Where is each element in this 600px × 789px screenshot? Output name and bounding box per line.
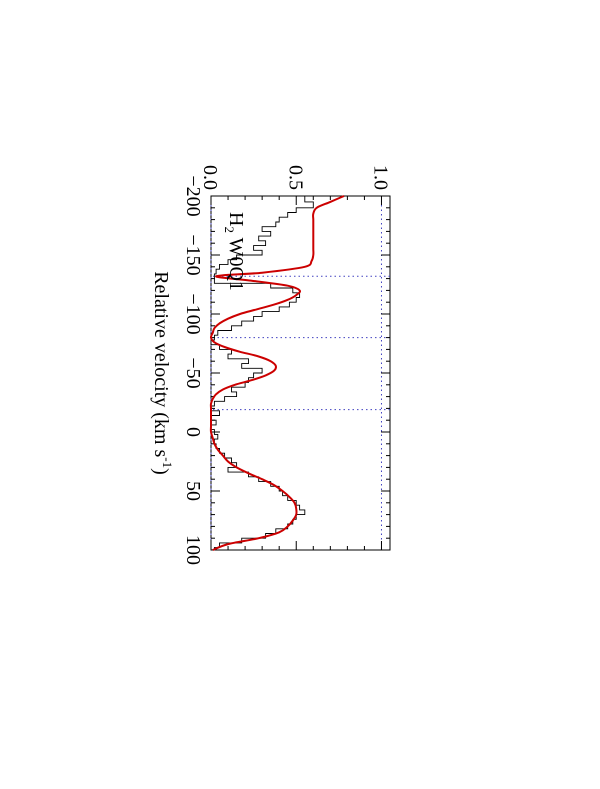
x-tick-label: 50 [182, 481, 204, 501]
y-tick-label: 0.5 [284, 165, 306, 190]
model-fit-line [209, 195, 345, 551]
plot-group: −200 −150 −100 −50 0 50 100 0.0 0.5 1.0 H2 W0Q1 R… [150, 165, 391, 565]
x-tick-label: 0 [182, 427, 204, 437]
x-tick-label: −100 [182, 293, 204, 334]
x-tick-label: −200 [182, 175, 204, 216]
x-tick-label: −50 [182, 357, 204, 388]
x-tick-label: 100 [182, 535, 204, 565]
x-axis-label: Relative velocity (km s-1) [150, 271, 175, 475]
y-tick-label: 1.0 [369, 165, 391, 190]
x-tick-label: −150 [182, 234, 204, 275]
axis-ticks [210, 195, 390, 551]
species-annotation: H2 W0Q1 [222, 212, 247, 291]
y-tick-label: 0.0 [199, 165, 221, 190]
data-histogram-line [210, 196, 314, 550]
axis-tick-labels: −200 −150 −100 −50 0 50 100 0.0 0.5 1.0 [182, 165, 391, 565]
